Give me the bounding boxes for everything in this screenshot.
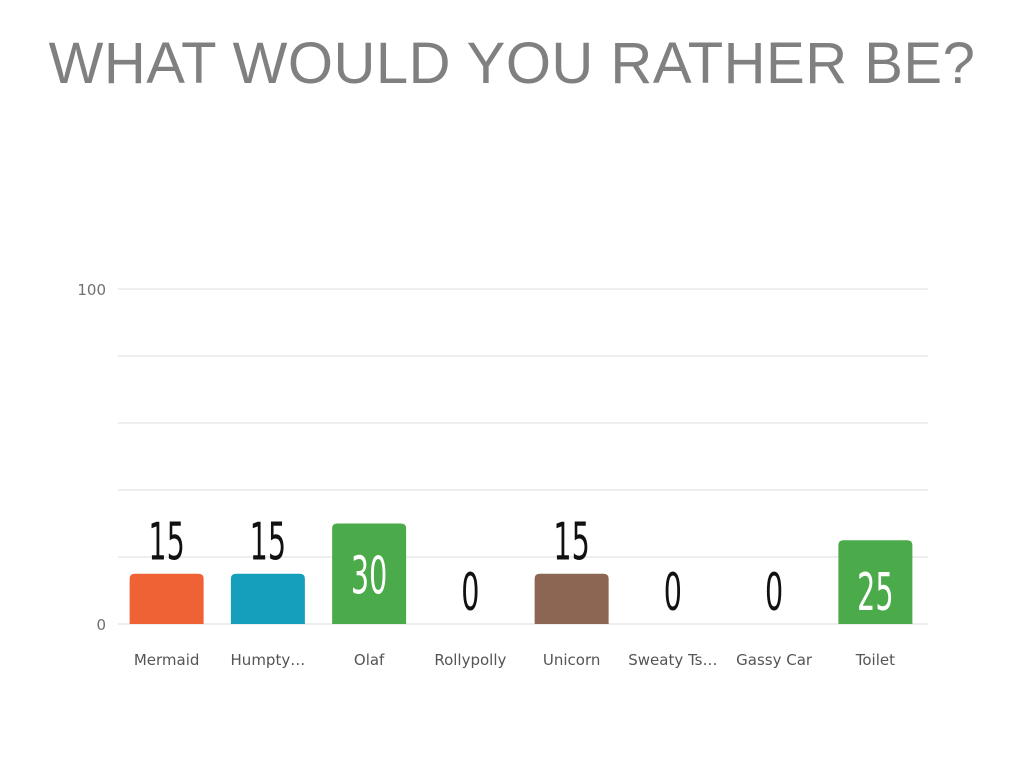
value-label: 15: [250, 511, 286, 572]
value-label: 0: [461, 562, 479, 623]
chart-bars: [129, 523, 913, 624]
value-label: 15: [148, 511, 184, 572]
value-label: 15: [553, 511, 589, 572]
value-labels: 15 15 30 0 15 0 0 25: [148, 511, 893, 622]
category-label: Toilet: [855, 651, 895, 669]
category-label: Olaf: [354, 651, 385, 669]
bar: [230, 573, 305, 624]
y-tick-label: 100: [77, 281, 106, 299]
value-label: 0: [664, 562, 682, 623]
category-label: Sweaty Ts…: [628, 651, 717, 669]
y-axis-ticks: 0 100: [77, 281, 106, 634]
value-label: 30: [351, 545, 387, 606]
value-label: 25: [857, 562, 893, 623]
category-label: Rollypolly: [434, 651, 506, 669]
category-label: Gassy Car: [736, 651, 813, 669]
category-label: Mermaid: [134, 651, 200, 669]
bar: [838, 540, 913, 624]
bar: [332, 523, 407, 624]
bar: [129, 573, 204, 624]
bar: [534, 573, 609, 624]
category-label: Humpty…: [231, 651, 306, 669]
value-label: 0: [765, 562, 783, 623]
category-label: Unicorn: [543, 651, 601, 669]
chart-gridlines: [118, 288, 928, 625]
page-title: WHAT WOULD YOU RATHER BE?: [48, 31, 976, 96]
category-labels: Mermaid Humpty… Olaf Rollypolly Unicorn Sweat…: [134, 651, 895, 669]
y-tick-label: 0: [96, 616, 106, 634]
